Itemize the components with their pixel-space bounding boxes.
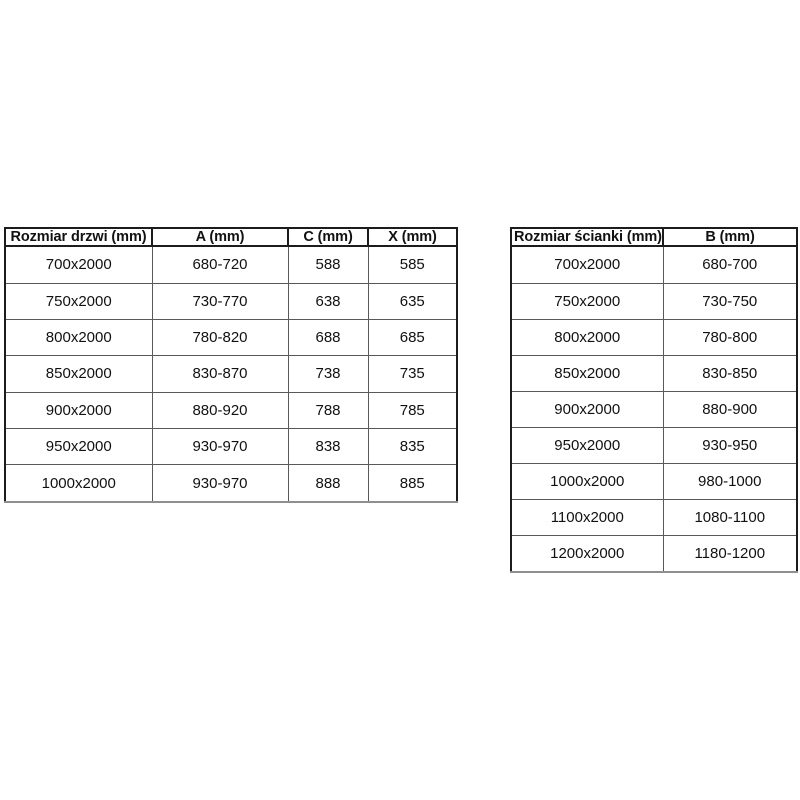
table-cell: 888 bbox=[287, 464, 369, 504]
table-row: 850x2000 830-870 738 735 bbox=[4, 355, 458, 393]
column-header-x: X (mm) bbox=[367, 227, 458, 247]
column-header-a: A (mm) bbox=[151, 227, 289, 247]
column-header-c: C (mm) bbox=[287, 227, 369, 247]
table-cell: 1200x2000 bbox=[510, 534, 664, 573]
table-row: 1000x2000 930-970 888 885 bbox=[4, 464, 458, 504]
table-row: 900x2000 880-920 788 785 bbox=[4, 391, 458, 429]
table-cell: 800x2000 bbox=[4, 319, 153, 357]
table-cell: 700x2000 bbox=[4, 245, 153, 284]
table-cell: 780-820 bbox=[151, 319, 289, 357]
table-header-row: Rozmiar drzwi (mm) A (mm) C (mm) X (mm) bbox=[4, 227, 458, 247]
table-cell: 930-950 bbox=[662, 426, 798, 464]
table-cell: 588 bbox=[287, 245, 369, 284]
column-header-b: B (mm) bbox=[662, 227, 798, 247]
table-row: 950x2000 930-950 bbox=[510, 426, 798, 464]
table-cell: 930-970 bbox=[151, 427, 289, 466]
table-cell: 835 bbox=[367, 427, 458, 466]
table-cell: 850x2000 bbox=[4, 355, 153, 393]
table-cell: 638 bbox=[287, 282, 369, 321]
wall-panel-size-table-body: 700x2000 680-700 750x2000 730-750 800x2000 78… bbox=[510, 245, 798, 573]
table-cell: 730-750 bbox=[662, 282, 798, 320]
table-row: 1000x2000 980-1000 bbox=[510, 462, 798, 500]
table-row: 1200x2000 1180-1200 bbox=[510, 534, 798, 573]
table-cell: 735 bbox=[367, 355, 458, 393]
table-cell: 850x2000 bbox=[510, 354, 664, 392]
table-cell: 1180-1200 bbox=[662, 534, 798, 573]
table-cell: 700x2000 bbox=[510, 245, 664, 284]
table-cell: 950x2000 bbox=[510, 426, 664, 464]
table-row: 1100x2000 1080-1100 bbox=[510, 498, 798, 536]
table-cell: 1100x2000 bbox=[510, 498, 664, 536]
table-cell: 750x2000 bbox=[4, 282, 153, 321]
column-header-wall-size: Rozmiar ścianki (mm) bbox=[510, 227, 664, 247]
table-cell: 880-900 bbox=[662, 390, 798, 428]
table-cell: 780-800 bbox=[662, 318, 798, 356]
table-row: 800x2000 780-800 bbox=[510, 318, 798, 356]
table-header-row: Rozmiar ścianki (mm) B (mm) bbox=[510, 227, 798, 247]
table-cell: 635 bbox=[367, 282, 458, 321]
door-size-table-body: 700x2000 680-720 588 585 750x2000 730-770 638 6… bbox=[4, 245, 458, 504]
table-row: 700x2000 680-700 bbox=[510, 245, 798, 284]
table-cell: 838 bbox=[287, 427, 369, 466]
table-row: 750x2000 730-750 bbox=[510, 282, 798, 320]
table-cell: 730-770 bbox=[151, 282, 289, 321]
table-cell: 585 bbox=[367, 245, 458, 284]
wall-panel-size-table: Rozmiar ścianki (mm) B (mm) 700x2000 680-… bbox=[510, 227, 798, 573]
table-cell: 950x2000 bbox=[4, 427, 153, 466]
table-cell: 880-920 bbox=[151, 391, 289, 429]
door-size-table: Rozmiar drzwi (mm) A (mm) C (mm) X (mm) … bbox=[4, 227, 458, 504]
table-cell: 830-870 bbox=[151, 355, 289, 393]
table-cell: 900x2000 bbox=[4, 391, 153, 429]
table-cell: 738 bbox=[287, 355, 369, 393]
table-cell: 930-970 bbox=[151, 464, 289, 504]
table-cell: 680-720 bbox=[151, 245, 289, 284]
table-row: 950x2000 930-970 838 835 bbox=[4, 427, 458, 466]
table-cell: 685 bbox=[367, 319, 458, 357]
table-row: 800x2000 780-820 688 685 bbox=[4, 319, 458, 357]
table-cell: 900x2000 bbox=[510, 390, 664, 428]
table-cell: 1000x2000 bbox=[510, 462, 664, 500]
table-row: 750x2000 730-770 638 635 bbox=[4, 282, 458, 321]
table-cell: 680-700 bbox=[662, 245, 798, 284]
table-cell: 788 bbox=[287, 391, 369, 429]
table-cell: 800x2000 bbox=[510, 318, 664, 356]
table-cell: 1080-1100 bbox=[662, 498, 798, 536]
table-row: 700x2000 680-720 588 585 bbox=[4, 245, 458, 284]
table-row: 850x2000 830-850 bbox=[510, 354, 798, 392]
table-cell: 830-850 bbox=[662, 354, 798, 392]
table-cell: 688 bbox=[287, 319, 369, 357]
table-cell: 785 bbox=[367, 391, 458, 429]
table-cell: 1000x2000 bbox=[4, 464, 153, 504]
table-cell: 980-1000 bbox=[662, 462, 798, 500]
column-header-door-size: Rozmiar drzwi (mm) bbox=[4, 227, 153, 247]
table-cell: 885 bbox=[367, 464, 458, 504]
table-cell: 750x2000 bbox=[510, 282, 664, 320]
table-row: 900x2000 880-900 bbox=[510, 390, 798, 428]
